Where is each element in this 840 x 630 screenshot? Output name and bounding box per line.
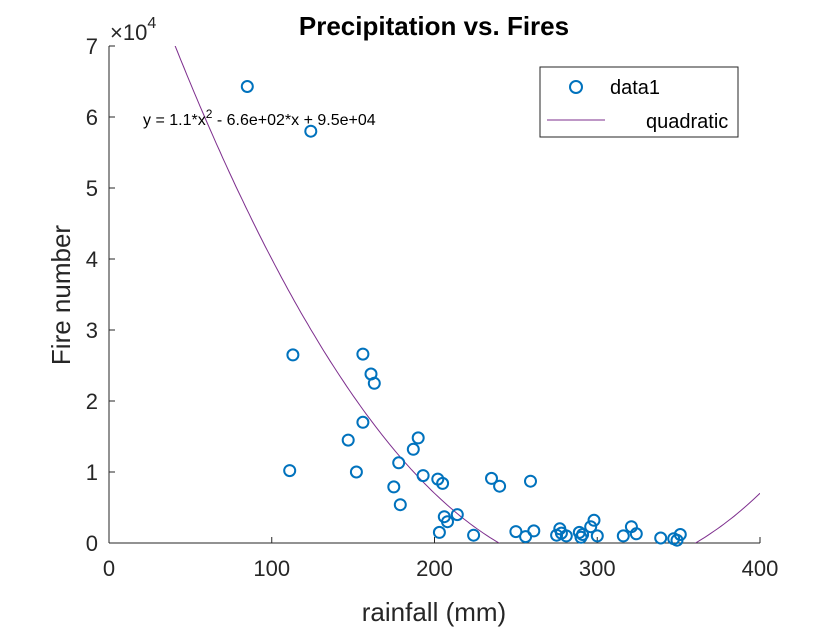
data-point <box>559 529 573 543</box>
data-point <box>356 347 370 361</box>
x-tick-label: 200 <box>416 556 453 581</box>
data-point <box>341 433 355 447</box>
data-point <box>356 415 370 429</box>
data-point <box>673 528 687 541</box>
data-point <box>576 528 590 541</box>
chart-title: Precipitation vs. Fires <box>299 11 569 41</box>
data-point <box>654 531 668 545</box>
data-points <box>240 80 687 547</box>
data-point <box>387 480 401 494</box>
legend-label-data1: data1 <box>610 77 660 99</box>
data-point <box>524 474 537 488</box>
x-tick-label: 400 <box>742 556 779 581</box>
fit-equation-suffix: - 6.6e+02*x + 9.5e+04 <box>212 112 375 129</box>
fit-equation-exponent: 2 <box>206 107 213 121</box>
legend-label-quadratic: quadratic <box>646 111 728 133</box>
data-point <box>436 476 450 490</box>
y-tick-label: 4 <box>86 247 98 272</box>
data-point <box>590 529 604 543</box>
data-point <box>393 498 407 512</box>
data-point <box>467 528 481 542</box>
y-tick-label: 0 <box>86 531 98 556</box>
fit-equation: y = 1.1*x2 - 6.6e+02*x + 9.5e+04 <box>143 107 376 129</box>
y-tick-label: 7 <box>86 34 98 59</box>
data-point <box>432 525 446 539</box>
y-multiplier-exponent: 4 <box>147 15 156 32</box>
y-multiplier-label: ×104 <box>110 15 156 45</box>
data-point <box>441 515 454 529</box>
y-tick-label: 6 <box>86 105 98 130</box>
data-point <box>304 124 318 138</box>
data-point <box>411 431 425 445</box>
data-point <box>527 524 541 538</box>
y-ticks: 0 1 2 3 4 5 6 7 <box>86 34 115 556</box>
data-point <box>450 508 464 522</box>
data-point <box>509 525 523 539</box>
x-axis-label: rainfall (mm) <box>362 597 506 627</box>
data-point <box>493 479 507 493</box>
legend-box <box>539 66 739 138</box>
legend: data1 quadratic <box>539 66 739 138</box>
data-point <box>616 529 630 543</box>
data-point <box>240 80 254 93</box>
data-point <box>629 527 643 541</box>
data-point <box>286 348 300 362</box>
data-point <box>587 513 601 527</box>
y-tick-label: 2 <box>86 389 98 414</box>
y-tick-label: 1 <box>86 460 98 485</box>
y-tick-label: 3 <box>86 318 98 343</box>
data-point <box>367 376 381 390</box>
x-tick-label: 0 <box>103 556 115 581</box>
data-point <box>406 442 420 456</box>
x-tick-label: 300 <box>579 556 616 581</box>
data-point <box>392 456 406 470</box>
y-tick-label: 5 <box>86 176 98 201</box>
data-point <box>416 469 430 483</box>
data-point <box>349 465 363 479</box>
x-ticks: 0 100 200 300 400 <box>103 537 778 581</box>
quadratic-fit-line <box>174 46 760 543</box>
x-tick-label: 100 <box>253 556 290 581</box>
data-point <box>485 471 498 485</box>
y-axis-label: Fire number <box>46 225 76 365</box>
legend-marker-data1 <box>569 80 583 94</box>
data-point <box>584 520 598 534</box>
fit-equation-prefix: y = 1.1*x <box>143 112 206 129</box>
y-multiplier-base: ×10 <box>110 20 147 45</box>
data-point <box>283 464 297 478</box>
